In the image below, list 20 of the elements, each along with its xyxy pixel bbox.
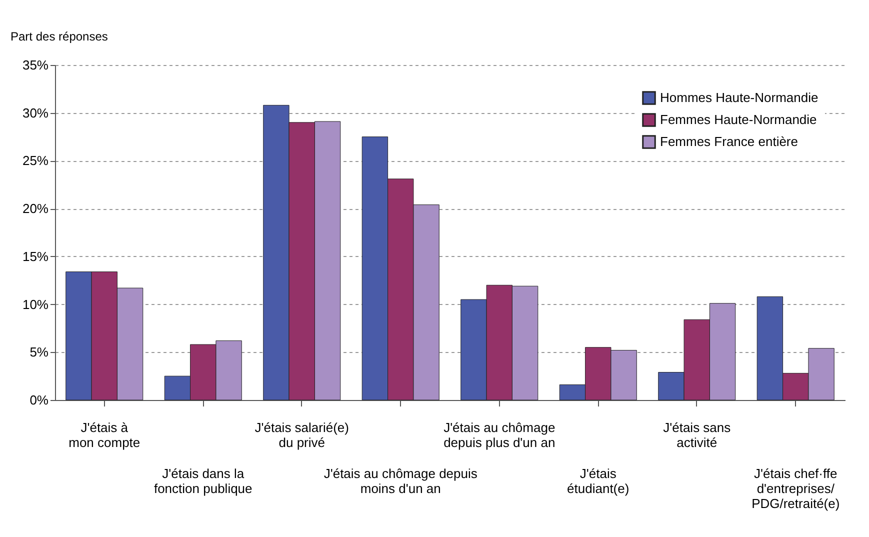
x-tick-label: J'étais sans activité bbox=[663, 420, 732, 450]
x-tick-label: J'étais étudiant(e) bbox=[567, 466, 630, 496]
x-tick-label: J'étais chef·ffe d'entreprises/ PDG/retraité(e) bbox=[752, 466, 840, 511]
y-tick-label: 10% bbox=[22, 296, 49, 312]
legend-label: Hommes Haute-Normandie bbox=[660, 90, 818, 105]
y-tick-label: 25% bbox=[22, 153, 49, 168]
x-tick-label: J'étais salarié(e) du privé bbox=[254, 420, 349, 450]
y-tick-label: 15% bbox=[22, 248, 49, 264]
y-tick-label: 5% bbox=[30, 344, 49, 360]
x-tick-label: J'étais à mon compte bbox=[68, 420, 140, 450]
legend-label: Femmes Haute-Normandie bbox=[660, 112, 817, 127]
legend-label: Femmes France entière bbox=[660, 134, 798, 149]
y-tick-label: 35% bbox=[22, 58, 49, 72]
y-tick-label: 30% bbox=[22, 105, 49, 120]
x-tick-label: J'étais au chômage depuis plus d'un an bbox=[444, 420, 556, 450]
y-tick-label: 20% bbox=[22, 201, 49, 216]
y-tick-label: 0% bbox=[30, 392, 49, 408]
x-tick-label: J'étais au chômage depuis moins d'un an bbox=[324, 466, 478, 496]
y-axis-title: Part des réponses bbox=[10, 30, 108, 44]
x-tick-label: J'étais dans la fonction publique bbox=[154, 466, 252, 496]
